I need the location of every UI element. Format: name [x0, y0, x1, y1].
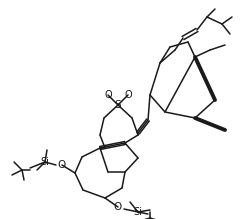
- Text: S: S: [115, 100, 121, 110]
- Text: Si: Si: [134, 207, 143, 217]
- Text: O: O: [104, 90, 112, 100]
- Text: O: O: [58, 160, 66, 170]
- Text: Si: Si: [41, 157, 49, 167]
- Text: O: O: [114, 202, 122, 212]
- Text: O: O: [124, 90, 132, 100]
